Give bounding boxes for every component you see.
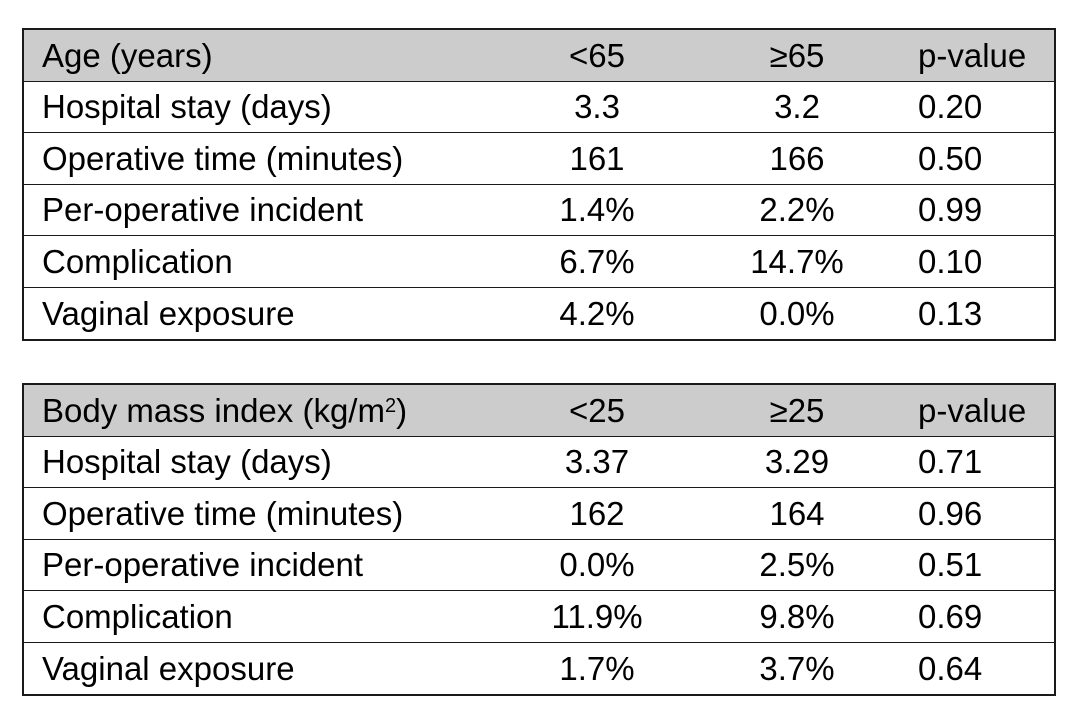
row-label: Per-operative incident: [42, 191, 364, 229]
cell-p-value: 0.51: [918, 546, 983, 584]
cell-p-value: 0.99: [918, 191, 983, 229]
cell-group1: 0.0%: [559, 546, 635, 584]
header-group-label: Age (years): [42, 36, 213, 74]
cell-group2: 9.8%: [759, 597, 835, 635]
header-group2: ≥65: [769, 36, 825, 74]
cell-p-value: 0.69: [918, 597, 983, 635]
table-row: Complication 6.7% 14.7% 0.10: [24, 236, 1054, 288]
cell-group2: 166: [769, 139, 825, 177]
row-label: Operative time (minutes): [42, 494, 404, 532]
cell-group1: 11.9%: [551, 597, 643, 635]
header-group1: <65: [569, 36, 625, 74]
cell-group1: 1.4%: [559, 191, 635, 229]
cell-p-value: 0.10: [918, 242, 983, 280]
header-p-value: p-value: [918, 391, 1027, 429]
cell-group1: 162: [569, 494, 625, 532]
table-row: Vaginal exposure 1.7% 3.7% 0.64: [24, 643, 1054, 695]
cell-group2: 2.2%: [759, 191, 835, 229]
cell-group2: 3.2: [774, 88, 820, 126]
header-p-value: p-value: [918, 36, 1027, 74]
table-row: Operative time (minutes) 162 164 0.96: [24, 488, 1054, 540]
bmi-comparison-table: Body mass index (kg/m2) <25 ≥25 p-value …: [22, 383, 1056, 696]
age-comparison-table: Age (years) <65 ≥65 p-value Hospital sta…: [22, 28, 1056, 341]
header-group2: ≥25: [769, 391, 825, 429]
table-row: Hospital stay (days) 3.37 3.29 0.71: [24, 437, 1054, 488]
row-label: Per-operative incident: [42, 546, 364, 584]
cell-p-value: 0.96: [918, 494, 983, 532]
cell-group2: 0.0%: [759, 294, 835, 332]
row-label: Hospital stay (days): [42, 88, 332, 126]
cell-group2: 3.29: [764, 443, 830, 481]
cell-group1: 6.7%: [559, 242, 635, 280]
table-row: Per-operative incident 1.4% 2.2% 0.99: [24, 185, 1054, 236]
cell-group1: 3.37: [564, 443, 630, 481]
row-label: Vaginal exposure: [42, 649, 295, 687]
row-label: Complication: [42, 242, 233, 280]
cell-group1: 161: [569, 139, 625, 177]
table-row: Hospital stay (days) 3.3 3.2 0.20: [24, 82, 1054, 133]
cell-group2: 2.5%: [759, 546, 835, 584]
cell-p-value: 0.64: [918, 649, 983, 687]
row-label: Operative time (minutes): [42, 139, 404, 177]
cell-group2: 3.7%: [759, 649, 835, 687]
header-group1: <25: [569, 391, 625, 429]
cell-p-value: 0.71: [918, 443, 983, 481]
cell-group1: 3.3: [574, 88, 620, 126]
cell-p-value: 0.50: [918, 139, 983, 177]
cell-group1: 4.2%: [559, 294, 635, 332]
cell-group2: 14.7%: [750, 242, 844, 280]
table-row: Vaginal exposure 4.2% 0.0% 0.13: [24, 288, 1054, 340]
header-group-label: Body mass index (kg/m2): [42, 391, 408, 429]
row-label: Vaginal exposure: [42, 294, 295, 332]
table-header-row: Age (years) <65 ≥65 p-value: [24, 30, 1054, 82]
cell-p-value: 0.13: [918, 294, 983, 332]
table-row: Complication 11.9% 9.8% 0.69: [24, 591, 1054, 643]
table-row: Operative time (minutes) 161 166 0.50: [24, 133, 1054, 185]
cell-group2: 164: [769, 494, 825, 532]
row-label: Hospital stay (days): [42, 443, 332, 481]
row-label: Complication: [42, 597, 233, 635]
cell-group1: 1.7%: [559, 649, 635, 687]
table-header-row: Body mass index (kg/m2) <25 ≥25 p-value: [24, 385, 1054, 437]
cell-p-value: 0.20: [918, 88, 983, 126]
table-row: Per-operative incident 0.0% 2.5% 0.51: [24, 540, 1054, 591]
